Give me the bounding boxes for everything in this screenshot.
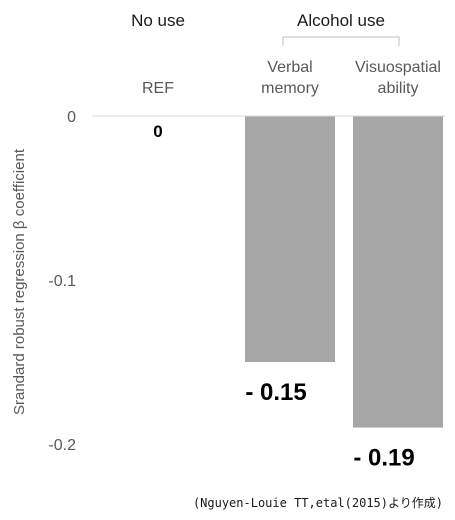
y-tick-label: -0.2 [48,437,76,454]
category-label: Visuospatial [355,59,441,76]
category-label: Verbal [267,59,312,76]
category-labels: REF Verbal memory Visuospatial ability [142,59,441,97]
category-label: memory [261,80,319,97]
bar-verbal-memory [245,116,335,362]
group-label-no-use: No use [131,11,185,30]
bar-visuospatial-ability [353,116,443,428]
category-label: ability [378,80,419,97]
value-label: 0 [153,122,162,141]
source-note: (Nguyen-Louie TT,etal(2015)より作成) [192,496,443,510]
group-label-alcohol-use: Alcohol use [297,11,385,30]
y-axis-ticks: 0 -0.1 -0.2 [48,109,76,454]
value-label: - 0.15 [245,379,306,406]
y-tick-label: -0.1 [48,273,76,290]
bars [245,116,443,428]
alcohol-use-bracket [282,36,400,46]
value-labels: 0 - 0.15 - 0.19 [153,122,414,472]
value-label: - 0.19 [353,445,414,472]
y-axis-title: Srandard robust regression β coefficient [11,148,28,415]
y-tick-label: 0 [67,109,76,126]
category-label: REF [142,80,174,97]
